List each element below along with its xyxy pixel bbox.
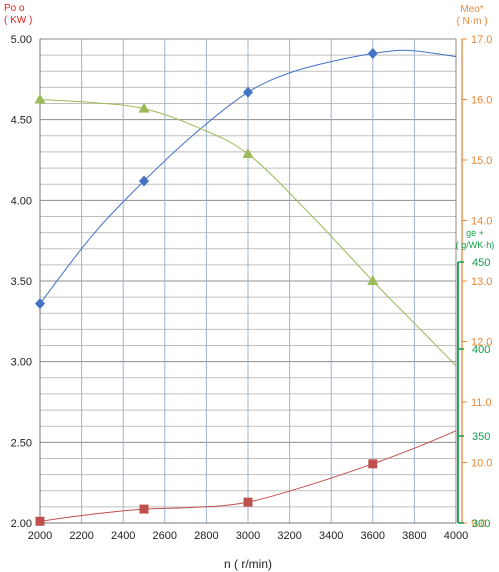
fuel-tick-label: 350 — [472, 431, 490, 443]
torque-tick-label: 15.0 — [471, 155, 492, 167]
fuel-consumption-point — [368, 459, 378, 469]
x-tick-label: 3600 — [361, 530, 385, 542]
left-tick-label: 4.00 — [11, 195, 32, 207]
torque-tick-label: 10.0 — [471, 458, 492, 470]
fuel-tick-label: 400 — [472, 344, 490, 356]
chart-axis-labels: Po o ( KW ) Meo* ( N·m ) ge + ( g/WK·h) … — [4, 3, 494, 571]
x-tick-label: 2200 — [69, 530, 93, 542]
torque-tick-label: 11.0 — [471, 397, 492, 409]
chart-series — [34, 48, 457, 526]
x-tick-label: 2800 — [194, 530, 218, 542]
left-axis-title: Po o — [4, 3, 25, 14]
torque-axis-unit: ( N·m ) — [456, 16, 487, 27]
left-tick-label: 3.00 — [11, 357, 32, 369]
fuel-consumption-point — [139, 504, 149, 514]
x-tick-label: 2000 — [28, 530, 52, 542]
left-tick-label: 4.50 — [11, 115, 32, 127]
x-tick-label: 2400 — [111, 530, 135, 542]
power-point — [35, 298, 45, 310]
torque-line — [39, 99, 457, 367]
torque-point — [34, 93, 46, 104]
torque-tick-label: 16.0 — [471, 95, 492, 107]
left-axis-unit: ( KW ) — [4, 15, 32, 26]
torque-tick-label: 12.0 — [471, 337, 492, 349]
x-tick-label: 2600 — [153, 530, 177, 542]
power-point — [367, 48, 378, 60]
fuel-consumption-point — [35, 516, 45, 526]
left-tick-label: 3.50 — [11, 276, 32, 288]
fuel-tick-label: 300 — [472, 518, 490, 530]
left-tick-label: 2.00 — [11, 518, 32, 530]
torque-point — [367, 275, 379, 285]
left-tick-label: 5.00 — [11, 34, 32, 46]
x-axis-title: n ( r/min) — [224, 557, 272, 571]
power-point — [139, 175, 149, 187]
torque-tick-label: 17.0 — [471, 34, 492, 46]
x-tick-label: 3400 — [319, 530, 343, 542]
fuel-tick-label: 450 — [472, 257, 490, 269]
chart-axes: 2000 2200 2400 2600 2800 3000 3200 3400 3600 3800… — [11, 34, 493, 542]
fuel-axis-title: ge + — [466, 228, 484, 238]
torque-point — [138, 102, 150, 113]
fuel-axis-unit: ( g/WK·h) — [456, 240, 495, 250]
left-tick-label: 2.50 — [11, 437, 32, 449]
torque-tick-label: 13.0 — [471, 276, 492, 288]
torque-axis-title: Meo* — [460, 4, 483, 15]
torque-tick-label: 9.0 — [471, 518, 486, 530]
x-tick-label: 3200 — [277, 530, 301, 542]
x-tick-label: 3000 — [236, 530, 260, 542]
x-tick-label: 3800 — [402, 530, 426, 542]
power-point — [243, 86, 253, 98]
chart-grid — [39, 38, 457, 524]
fuel-consumption-point — [243, 497, 253, 507]
power-line — [39, 49, 457, 304]
torque-tick-label: 14.0 — [471, 216, 492, 228]
x-tick-label: 4000 — [444, 530, 468, 542]
torque-point — [242, 147, 254, 158]
